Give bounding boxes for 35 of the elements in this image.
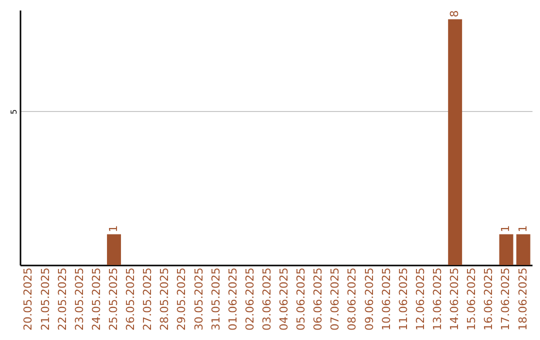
y-tick-label: 5 — [10, 109, 18, 114]
x-tick-label: 08.06.2025 — [346, 268, 359, 330]
data-label: 1 — [499, 225, 512, 232]
x-tick-label: 24.05.2025 — [90, 268, 103, 330]
x-tick-label: 30.05.2025 — [192, 268, 206, 330]
x-tick-label: 12.06.2025 — [414, 268, 427, 330]
x-tick-label: 10.06.2025 — [380, 268, 393, 330]
x-tick-label: 28.05.2025 — [158, 268, 172, 330]
x-tick-label: 06.06.2025 — [312, 268, 325, 330]
x-tick-label: 27.05.2025 — [141, 268, 154, 330]
x-tick-label: 13.06.2025 — [431, 268, 444, 330]
x-tick-label: 04.06.2025 — [278, 268, 291, 330]
x-tick-label: 05.06.2025 — [294, 268, 308, 330]
x-tick-label: 11.06.2025 — [396, 268, 410, 330]
x-tick-label: 07.06.2025 — [328, 268, 342, 330]
x-tick-label: 29.05.2025 — [175, 268, 188, 330]
x-tick-label: 25.05.2025 — [106, 268, 120, 330]
data-label: 1 — [106, 225, 120, 232]
x-tick-label: 17.06.2025 — [499, 268, 512, 330]
data-label: 1 — [516, 225, 530, 232]
x-tick-label: 18.06.2025 — [516, 268, 530, 330]
x-tick-label: 01.06.2025 — [226, 268, 240, 330]
x-tick-label: 02.06.2025 — [243, 268, 256, 330]
x-tick-label: 22.05.2025 — [56, 268, 69, 330]
data-label: 8 — [448, 10, 462, 18]
x-tick-label: 03.06.2025 — [260, 268, 274, 330]
x-tick-label: 14.06.2025 — [448, 268, 462, 330]
x-tick-label: 09.06.2025 — [362, 268, 376, 330]
x-tick-label: 15.06.2025 — [465, 268, 478, 330]
x-tick-label: 23.05.2025 — [72, 268, 86, 330]
x-tick-label: 16.06.2025 — [482, 268, 496, 330]
x-tick-label: 31.05.2025 — [209, 268, 222, 330]
x-tick-label: 21.05.2025 — [38, 268, 52, 330]
x-tick-label: 20.05.2025 — [22, 268, 35, 330]
x-tick-label: 26.05.2025 — [124, 268, 138, 330]
